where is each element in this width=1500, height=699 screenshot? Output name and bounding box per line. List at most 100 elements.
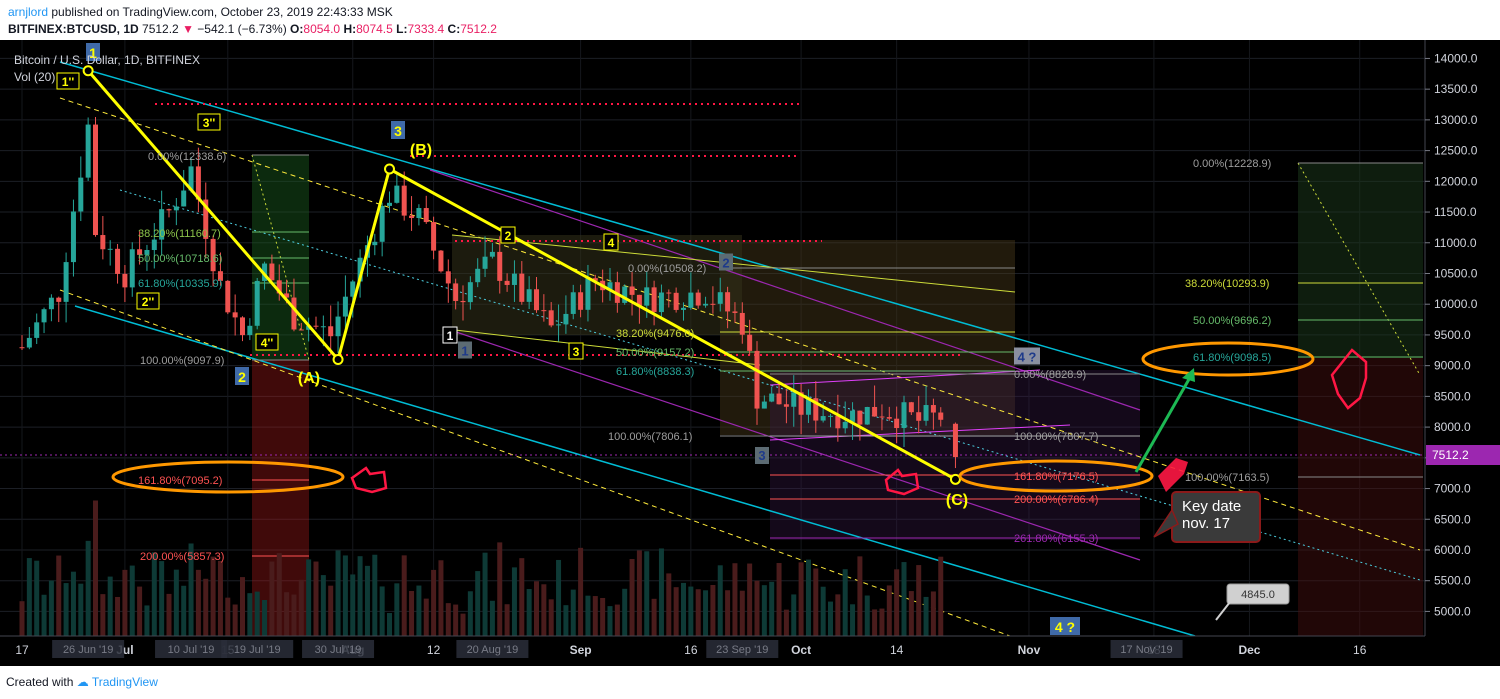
ytick-label-10: 9000.0 bbox=[1434, 359, 1471, 373]
volume-bar-66 bbox=[504, 604, 510, 636]
chart-area[interactable]: 0.00%(12338.6) 38.20%(11160.7) 50.00%(10… bbox=[0, 40, 1500, 666]
wave-label-bg-5 bbox=[235, 367, 249, 385]
candle-body-82 bbox=[622, 286, 628, 303]
tradingview-link[interactable]: TradingView bbox=[91, 675, 158, 689]
xtick-label-4: 12 bbox=[427, 643, 441, 657]
candle-body-61 bbox=[467, 282, 473, 303]
wave-label-1: 1'' bbox=[62, 75, 75, 89]
xtick-label-8: 14 bbox=[890, 643, 904, 657]
candle-body-110 bbox=[828, 415, 833, 417]
volume-bar-111 bbox=[835, 594, 841, 636]
xtick-label-11: Dec bbox=[1238, 643, 1260, 657]
candle-body-88 bbox=[666, 292, 672, 294]
volume-bar-28 bbox=[225, 597, 231, 636]
rocket-icon bbox=[1158, 458, 1188, 492]
candle-body-118 bbox=[886, 417, 892, 419]
fib-left-618: 61.80%(10335.9) bbox=[138, 278, 222, 290]
candle-body-89 bbox=[673, 292, 679, 310]
wave-label-14: 2 bbox=[722, 256, 729, 271]
wave-label-bg-6 bbox=[391, 121, 405, 139]
candle-body-22 bbox=[181, 190, 187, 207]
candle-body-109 bbox=[820, 416, 826, 421]
wave-label-5: 2 bbox=[238, 369, 246, 385]
volume-bar-53 bbox=[409, 590, 415, 636]
volume-bar-13 bbox=[115, 596, 121, 636]
candle-body-66 bbox=[504, 280, 510, 285]
volume-bar-73 bbox=[556, 559, 562, 636]
volume-bar-75 bbox=[570, 589, 576, 636]
candle-body-100 bbox=[754, 350, 760, 409]
candle-body-40 bbox=[313, 325, 319, 327]
candle-body-29 bbox=[232, 312, 238, 318]
volume-bar-62 bbox=[475, 571, 481, 636]
ytick-label-15: 6500.0 bbox=[1434, 512, 1471, 526]
candle-body-103 bbox=[776, 393, 782, 405]
candle-body-113 bbox=[850, 410, 856, 422]
wave-point-1 bbox=[332, 354, 344, 366]
fib-mid-50: 50.00%(9157.2) bbox=[616, 347, 694, 359]
xbox-label-5: 23 Sep '19 bbox=[716, 644, 768, 656]
fib-zone-mid bbox=[720, 240, 1015, 435]
candle-body-18 bbox=[151, 239, 157, 251]
elliott-wave-line bbox=[87, 69, 957, 481]
candle-body-13 bbox=[115, 248, 121, 274]
volume-bar-5 bbox=[56, 555, 62, 636]
chart-svg[interactable]: 0.00%(12338.6) 38.20%(11160.7) 50.00%(10… bbox=[0, 40, 1500, 666]
volume-bar-64 bbox=[489, 600, 495, 636]
wave-label-3: 3'' bbox=[203, 116, 216, 130]
publish-line: arnjlord published on TradingView.com, O… bbox=[8, 5, 393, 19]
ytick-label-18: 5000.0 bbox=[1434, 604, 1471, 618]
author-link[interactable]: arnjlord bbox=[8, 5, 49, 19]
candle-body-0 bbox=[19, 347, 25, 349]
open-value: 8054.0 bbox=[303, 22, 341, 36]
xbox-bg-2 bbox=[221, 640, 294, 658]
xbox-bg-1 bbox=[155, 640, 228, 658]
symbol-label: BITFINEX:BTCUSD, 1D bbox=[8, 22, 139, 36]
candle-body-67 bbox=[511, 273, 517, 285]
target-arrow-head-icon bbox=[1182, 368, 1195, 382]
xbox-bg-0 bbox=[52, 640, 125, 658]
xbox-label-1: 10 Jul '19 bbox=[168, 644, 215, 656]
candle-body-90 bbox=[681, 307, 686, 310]
current-price-text: 7512.2 bbox=[1432, 448, 1469, 462]
candle-body-107 bbox=[805, 398, 811, 415]
volume-bar-52 bbox=[401, 555, 407, 636]
volume-bar-115 bbox=[864, 595, 870, 636]
candle-body-12 bbox=[107, 248, 113, 250]
volume-bar-32 bbox=[254, 591, 260, 636]
xbox-label-0: 26 Jun '19 bbox=[63, 644, 113, 656]
dashed-line-1 bbox=[59, 97, 1421, 551]
volume-bar-65 bbox=[497, 542, 503, 636]
volume-bar-104 bbox=[783, 609, 789, 636]
volume-bar-36 bbox=[284, 592, 290, 636]
volume-bar-114 bbox=[857, 556, 863, 636]
candle-body-51 bbox=[394, 185, 400, 203]
volume-bar-81 bbox=[614, 604, 620, 636]
volume-bar-95 bbox=[717, 565, 723, 636]
price-axis[interactable] bbox=[1425, 40, 1500, 666]
candle-body-53 bbox=[409, 215, 415, 219]
candle-body-101 bbox=[761, 401, 767, 409]
ytick-label-1: 13500.0 bbox=[1434, 82, 1478, 96]
candle-body-3 bbox=[41, 309, 47, 323]
volume-bar-105 bbox=[791, 594, 797, 636]
volume-bar-0 bbox=[19, 601, 25, 636]
channel-upper bbox=[59, 61, 1421, 456]
fib-mid-100: 100.00%(7806.1) bbox=[608, 431, 692, 443]
key-date-callout[interactable]: Key date nov. 17 bbox=[1153, 491, 1261, 543]
volume-bar-94 bbox=[710, 585, 716, 636]
candle-body-71 bbox=[541, 310, 547, 312]
last-candle-body bbox=[952, 423, 958, 458]
volume-bar-57 bbox=[438, 560, 444, 636]
price-tag: 4845.0 bbox=[1215, 583, 1290, 621]
tradingview-logo-icon: ☁ bbox=[76, 675, 89, 689]
wave-label-bg-13 bbox=[458, 341, 472, 359]
created-with-label: Created with bbox=[6, 675, 74, 689]
wave-label-bg-12 bbox=[442, 326, 458, 344]
volume-bar-49 bbox=[379, 586, 385, 636]
last-price: 7512.2 bbox=[142, 22, 179, 36]
candle-body-31 bbox=[247, 325, 253, 336]
wave-label-11: 4 bbox=[608, 236, 615, 250]
volume-bar-48 bbox=[372, 554, 378, 636]
